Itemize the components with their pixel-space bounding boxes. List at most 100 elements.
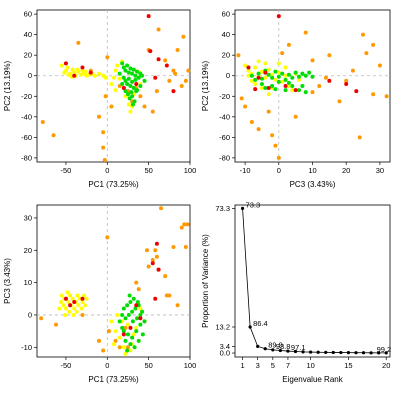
x-tick-label: 50 [144, 166, 152, 175]
scatter-point [105, 235, 110, 240]
scatter-point [125, 303, 130, 308]
scatter-point [266, 92, 271, 97]
scatter-point [126, 102, 131, 107]
scree-point [256, 344, 260, 348]
scatter-point [150, 109, 155, 114]
data-label: 86.4 [253, 319, 268, 328]
data-label: 73.3 [246, 200, 261, 209]
scatter-point [310, 58, 315, 63]
scatter-point [134, 280, 139, 285]
x-tick-label: 0 [105, 166, 109, 175]
scatter-point [76, 303, 81, 308]
x-tick-label: 3 [256, 361, 260, 370]
scatter-point [266, 72, 271, 77]
scatter-point [51, 133, 56, 138]
scatter-point [130, 94, 135, 99]
y-tick-label: 40 [222, 30, 230, 39]
x-axis-label: PC3 (3.43%) [290, 180, 336, 189]
scatter-point [72, 306, 77, 311]
y-tick-label: -60 [219, 133, 230, 142]
scatter-point [283, 77, 288, 82]
chart-panel-1: -50 0 50 100 -80 -60 -40 -20 0 20 40 60 PC1 (73.25%)… [3, 9, 197, 189]
chart-panel-3: -50 0 50 100 -10 0 10 20 30 PC1 (73.25%) PC3 (3.43… [3, 204, 196, 384]
scatter-point [256, 127, 261, 132]
scatter-point [75, 67, 80, 72]
y-tick-label: 20 [24, 51, 32, 60]
y-tick-label: 20 [24, 246, 32, 255]
scatter-point [103, 94, 108, 99]
scatter-point [125, 81, 130, 86]
y-tick-label: 0.0 [220, 349, 230, 358]
scatter-point [121, 86, 126, 91]
scree-point [361, 351, 366, 355]
scatter-point [65, 290, 70, 295]
scatter-point [138, 312, 143, 317]
scatter-point [79, 306, 84, 311]
scatter-point [72, 73, 77, 78]
scatter-point [276, 155, 281, 160]
scatter-point [72, 70, 77, 75]
scree-point [377, 351, 381, 355]
y-tick-label: -40 [21, 112, 32, 121]
scatter-point [92, 73, 97, 78]
scatter-point [283, 65, 288, 70]
scatter-point [128, 348, 133, 353]
y-tick-label: 40 [24, 30, 32, 39]
scatter-point [134, 303, 139, 308]
scatter-point [78, 72, 83, 77]
scatter-point [123, 338, 128, 343]
scatter-point [115, 312, 120, 317]
scree-point [271, 348, 275, 352]
scatter-series-3 [117, 61, 147, 107]
x-tick-label: 100 [184, 166, 197, 175]
data-label: 97.1 [291, 343, 306, 352]
scatter-point [83, 69, 88, 74]
scatter-point [185, 222, 190, 227]
scatter-point [135, 316, 140, 321]
scatter-point [63, 312, 68, 317]
scatter-point [138, 322, 143, 327]
scatter-point [327, 78, 332, 83]
scatter-point [270, 133, 275, 138]
scatter-point [135, 300, 140, 305]
scatter-point [125, 63, 130, 68]
scatter-point [293, 114, 298, 119]
scatter-point [371, 42, 376, 47]
x-tick-label: 20 [382, 361, 390, 370]
y-tick-label: 13.2 [215, 322, 230, 331]
scatter-point [293, 70, 298, 75]
scatter-point [256, 59, 261, 64]
scree-point [346, 351, 351, 355]
scatter-point [239, 96, 244, 101]
scatter-series-2 [243, 59, 302, 97]
scatter-point [164, 63, 169, 68]
scatter-point [129, 90, 134, 95]
scatter-point [286, 72, 291, 77]
scatter-point [246, 73, 251, 78]
scatter-point [130, 102, 135, 107]
x-axis-label: Eigenvalue Rank [282, 375, 343, 384]
scatter-point [134, 325, 139, 330]
scatter-point [148, 49, 153, 54]
scatter-point [280, 51, 285, 56]
scatter-point [121, 65, 126, 70]
scatter-point [303, 30, 308, 35]
x-axis-label: PC1 (73.25%) [88, 375, 139, 384]
data-label: 89.9 [268, 341, 283, 350]
scatter-series-4 [63, 241, 161, 337]
scatter-point [128, 300, 133, 305]
scatter-point [131, 67, 136, 72]
y-tick-label: 3.4 [220, 342, 230, 351]
scatter-point [80, 300, 85, 305]
scatter-point [133, 306, 138, 311]
scatter-point [167, 78, 172, 83]
data-label: 99.2 [377, 345, 392, 354]
scatter-point [84, 296, 89, 301]
scatter-point [67, 309, 72, 314]
scatter-point [109, 319, 114, 324]
scatter-point [138, 316, 143, 321]
scatter-point [40, 119, 45, 124]
scatter-point [156, 27, 161, 32]
